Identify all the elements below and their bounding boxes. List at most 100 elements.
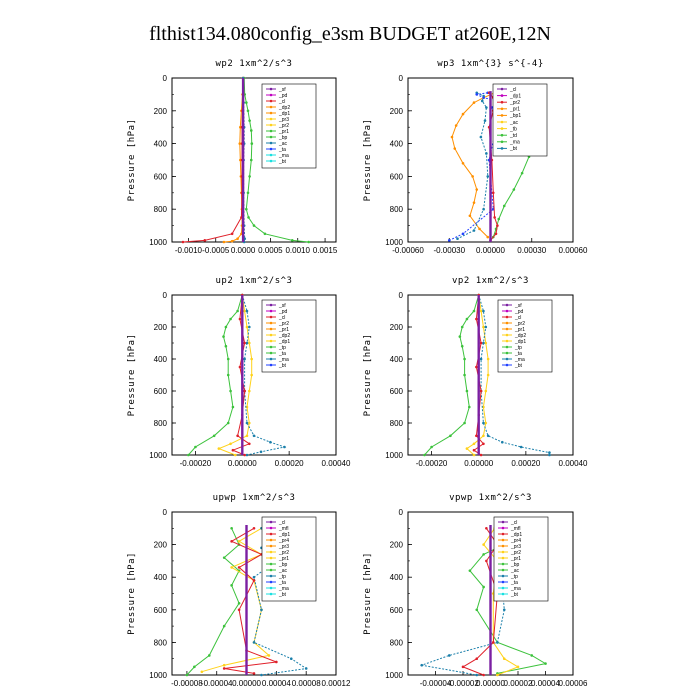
panel-title: upwp 1xm^2/s^3 xyxy=(213,493,296,503)
legend-marker xyxy=(269,129,273,133)
x-tick-label: -0.00060 xyxy=(392,246,424,255)
data-point xyxy=(475,608,479,612)
y-tick-label: 400 xyxy=(390,573,404,582)
data-point xyxy=(224,325,228,329)
data-point xyxy=(484,341,488,345)
data-point xyxy=(269,440,272,444)
data-point xyxy=(193,665,196,669)
y-tick-label: 200 xyxy=(154,541,168,550)
data-point xyxy=(248,119,251,122)
y-tick-label: 800 xyxy=(154,419,168,428)
data-point xyxy=(290,239,294,242)
legend-label: _cl xyxy=(278,520,285,526)
x-tick-label: 0.00000 xyxy=(464,459,493,468)
data-point xyxy=(260,673,263,677)
x-tick-label: 0.00000 xyxy=(476,679,505,688)
data-point xyxy=(491,641,495,644)
data-point xyxy=(231,405,235,409)
data-point xyxy=(304,667,308,670)
data-point xyxy=(243,453,246,457)
chart-panel-6: vpwp 1xm^2/s^3 Pressure [hPa] 0 200 400 600 80… xyxy=(363,493,588,688)
data-point xyxy=(472,448,476,452)
data-point xyxy=(249,129,253,132)
data-point xyxy=(461,112,465,116)
legend-label: _pr3 xyxy=(278,117,289,123)
series-line-pr2 xyxy=(451,92,495,238)
data-point xyxy=(222,624,226,628)
legend-marker xyxy=(269,159,273,163)
chart-panel-5: upwp 1xm^2/s^3 Pressure [hPa] 0 200 400 600 80… xyxy=(127,493,351,688)
legend-marker xyxy=(501,544,505,548)
data-point xyxy=(460,325,464,329)
data-point xyxy=(472,101,476,104)
data-point xyxy=(245,207,248,211)
data-point xyxy=(226,373,230,377)
data-point xyxy=(454,124,458,127)
data-point xyxy=(267,654,271,657)
data-point xyxy=(217,447,221,450)
legend-label: _bt xyxy=(278,159,287,165)
chart-panel-1: wp2 1xm^2/s^3 Pressure [hPa] 0 200 400 600 800… xyxy=(127,59,338,255)
x-tick-label: -0.00004 xyxy=(201,679,233,688)
legend-marker xyxy=(269,315,273,319)
data-point xyxy=(453,147,457,150)
legend-label: _bt xyxy=(278,363,287,369)
legend-label: _tp xyxy=(514,345,522,351)
data-point xyxy=(243,309,246,313)
y-tick-label: 0 xyxy=(399,508,404,517)
data-point xyxy=(259,450,263,454)
legend-label: _cl xyxy=(278,99,285,105)
legend-marker xyxy=(269,556,273,560)
x-tick-label: 0.00006 xyxy=(559,679,588,688)
legend-marker xyxy=(269,333,273,337)
data-point xyxy=(243,341,246,345)
legend-marker xyxy=(269,117,273,121)
data-point xyxy=(245,101,248,104)
data-point xyxy=(237,540,241,543)
data-point xyxy=(486,357,490,361)
data-point xyxy=(245,421,249,425)
data-point xyxy=(482,434,485,438)
y-tick-label: 0 xyxy=(163,291,168,300)
data-point xyxy=(248,421,251,425)
legend-marker xyxy=(505,303,509,307)
data-point xyxy=(475,657,479,660)
legend-marker xyxy=(505,357,509,361)
legend-marker xyxy=(501,556,505,560)
data-point xyxy=(482,442,485,446)
legend-marker xyxy=(269,580,273,584)
legend-label: _tp xyxy=(510,574,518,580)
data-point xyxy=(482,341,485,345)
y-tick-label: 600 xyxy=(390,387,404,396)
legend-label: _dp2 xyxy=(278,333,290,339)
y-tick-label: 400 xyxy=(154,573,168,582)
legend-marker xyxy=(500,94,504,97)
data-point xyxy=(482,553,485,556)
y-tick-label: 400 xyxy=(390,355,404,364)
legend-label: _pd xyxy=(278,309,288,315)
data-point xyxy=(472,309,476,313)
data-point xyxy=(482,96,485,99)
data-point xyxy=(530,654,534,657)
legend-label: _bt xyxy=(278,592,287,598)
data-point xyxy=(230,540,233,543)
y-tick-label: 400 xyxy=(390,140,404,149)
legend-marker xyxy=(269,153,273,157)
data-point xyxy=(475,365,478,369)
legend-label: _ta xyxy=(278,147,286,153)
legend-label: _cl xyxy=(514,315,521,321)
x-tick-label: -0.00008 xyxy=(171,679,203,688)
legend-marker xyxy=(500,87,504,91)
y-tick-label: 600 xyxy=(154,387,168,396)
legend-label: _ma xyxy=(514,357,525,363)
legend-marker xyxy=(269,550,273,554)
legend-marker xyxy=(269,520,273,524)
figure-title: flthist134.080config_e3sm BUDGET at260E,… xyxy=(149,23,551,45)
x-tick-label: 0.00000 xyxy=(476,246,505,255)
data-point xyxy=(461,161,465,165)
data-point xyxy=(238,365,242,369)
data-point xyxy=(238,317,242,321)
data-point xyxy=(212,434,216,438)
legend-marker xyxy=(269,586,273,590)
data-point xyxy=(222,667,226,670)
